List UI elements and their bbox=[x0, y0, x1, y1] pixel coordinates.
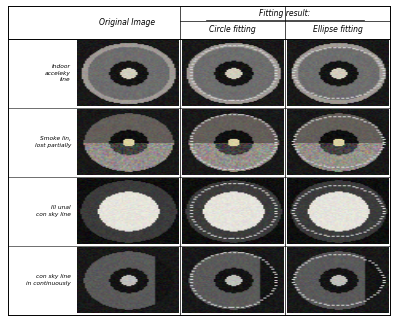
Text: Circle fitting: Circle fitting bbox=[209, 25, 256, 34]
Text: con sky line
in continuously: con sky line in continuously bbox=[26, 274, 71, 286]
Text: Indoor
acceleky
line: Indoor acceleky line bbox=[45, 64, 71, 82]
Text: Fitting result:: Fitting result: bbox=[259, 9, 310, 18]
Text: Ellipse fitting: Ellipse fitting bbox=[312, 25, 362, 34]
Text: Original Image: Original Image bbox=[99, 18, 156, 27]
Text: Ill unal
con sky line: Ill unal con sky line bbox=[36, 205, 71, 217]
Text: Smoke lin,
lost partially: Smoke lin, lost partially bbox=[35, 136, 71, 148]
